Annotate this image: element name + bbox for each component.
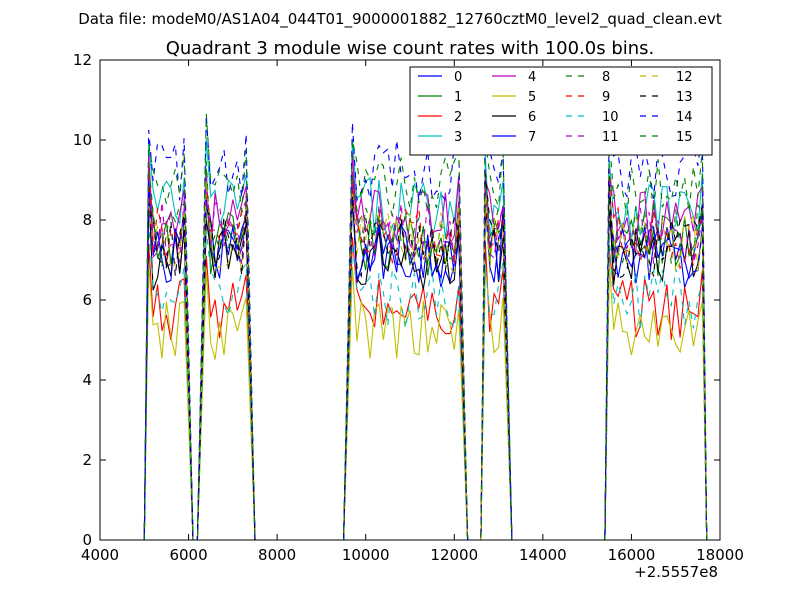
legend-item-1: 1 (418, 90, 462, 105)
x-tick-label: 12000 (430, 546, 478, 564)
x-tick-label: 14000 (519, 546, 567, 564)
x-tick-label: 4000 (81, 546, 119, 564)
y-tick-label: 8 (82, 211, 92, 229)
legend-label: 7 (528, 130, 536, 145)
legend-label: 12 (676, 70, 693, 85)
series-10-line (143, 223, 708, 540)
legend-item-5: 5 (492, 90, 536, 105)
series-13-line (143, 172, 708, 540)
legend-label: 0 (454, 70, 462, 85)
legend-label: 14 (676, 110, 693, 125)
legend-item-6: 6 (492, 110, 536, 125)
series-14-line (143, 109, 708, 540)
legend-label: 8 (602, 70, 610, 85)
legend-label: 1 (454, 90, 462, 105)
legend-item-2: 2 (418, 110, 462, 125)
series-11-line (143, 169, 708, 540)
y-tick-label: 6 (82, 291, 92, 309)
chart-title: Quadrant 3 module wise count rates with … (166, 38, 655, 59)
legend-label: 15 (676, 130, 693, 145)
plot-area: 4000 6000 8000 10000 12000 14000 16000 18000 0 2… (73, 51, 744, 564)
x-tick-label: 16000 (608, 546, 656, 564)
x-tick-label: 6000 (169, 546, 207, 564)
legend-label: 10 (602, 110, 619, 125)
legend-label: 6 (528, 110, 536, 125)
legend-item-12: 12 (640, 70, 693, 85)
series-15-line (143, 113, 708, 540)
legend-label: 3 (454, 130, 462, 145)
x-tick-label: 18000 (696, 546, 744, 564)
y-tick-label: 4 (82, 371, 92, 389)
legend-item-0: 0 (418, 70, 462, 85)
legend-frame (409, 66, 713, 156)
series-5-line (143, 263, 708, 540)
legend-label: 2 (454, 110, 462, 125)
legend-label: 4 (528, 70, 536, 85)
x-offset-label: +2.5557e8 (634, 563, 718, 581)
y-tick-label: 0 (82, 531, 92, 549)
x-tick-label: 10000 (342, 546, 390, 564)
series-3-line (143, 138, 708, 540)
legend-item-13: 13 (640, 90, 693, 105)
suptitle: Data file: modeM0/AS1A04_044T01_90000018… (78, 10, 722, 29)
legend-item-9: 9 (566, 90, 610, 105)
legend-label: 13 (676, 90, 693, 105)
legend-item-4: 4 (492, 70, 536, 85)
legend-label: 5 (528, 90, 536, 105)
legend-label: 11 (602, 130, 619, 145)
legend-item-8: 8 (566, 70, 610, 85)
legend-item-15: 15 (640, 130, 693, 145)
series-layer (143, 109, 708, 540)
legend-item-14: 14 (640, 110, 693, 125)
x-tick-label: 8000 (258, 546, 296, 564)
legend-item-7: 7 (492, 130, 536, 145)
y-tick-label: 10 (73, 131, 92, 149)
y-tick-label: 2 (82, 451, 92, 469)
legend-item-11: 11 (566, 130, 619, 145)
legend-label: 9 (602, 90, 610, 105)
x-axis: 4000 6000 8000 10000 12000 14000 16000 18000 (81, 60, 744, 564)
legend-item-10: 10 (566, 110, 619, 125)
y-tick-label: 12 (73, 51, 92, 69)
legend-item-3: 3 (418, 130, 462, 145)
